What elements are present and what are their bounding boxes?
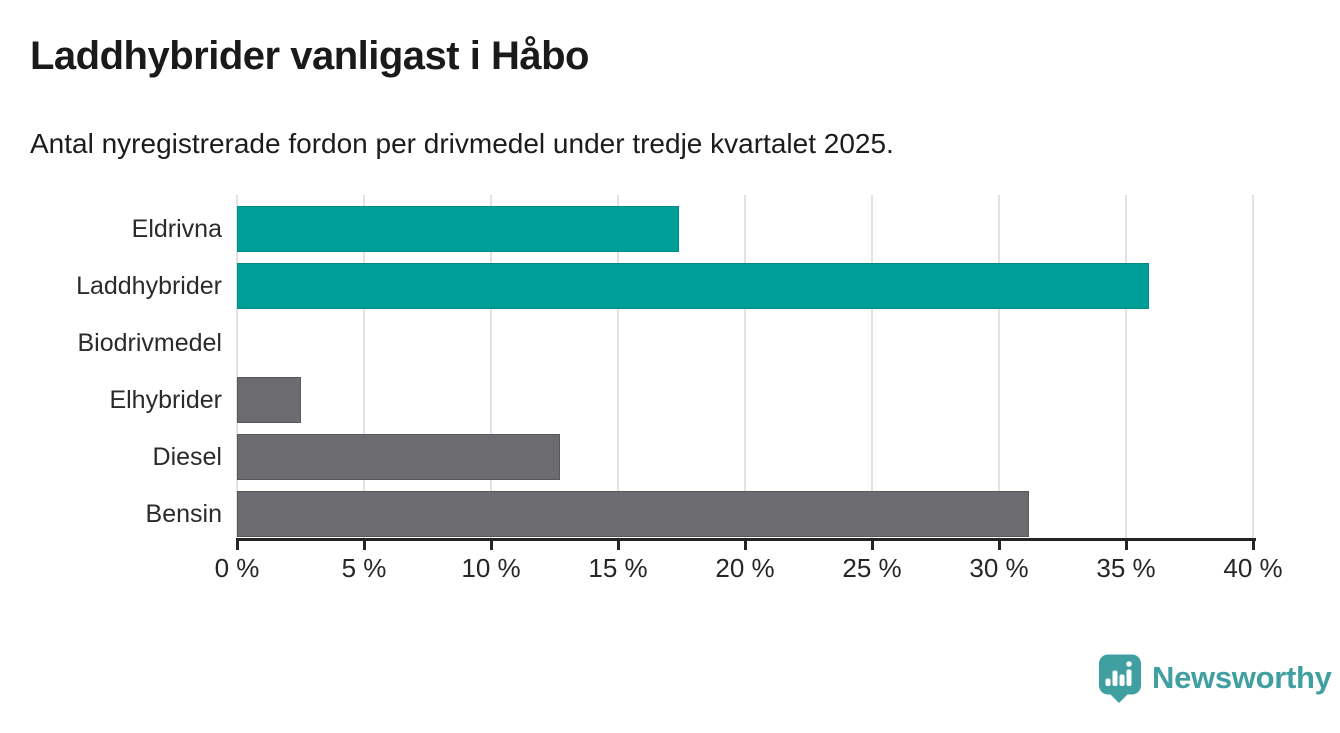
category-label: Elhybrider [109, 385, 222, 414]
x-axis-tick [743, 541, 747, 550]
gridline [617, 195, 619, 541]
x-axis-line [236, 538, 1256, 541]
bar-eldrivna [237, 205, 679, 252]
gridline [490, 195, 492, 541]
x-axis-tick-label: 20 % [715, 553, 775, 583]
gridline [744, 195, 746, 541]
bar-laddhybrider [237, 262, 1149, 309]
x-axis-tick-label: 15 % [588, 553, 648, 583]
x-axis-tick-label: 5 % [341, 553, 387, 583]
x-axis-tick [997, 541, 1001, 550]
x-axis-tick [362, 541, 366, 550]
gridline [1252, 195, 1254, 541]
gridline [1125, 195, 1127, 541]
newsworthy-badge-icon [1099, 654, 1141, 703]
x-axis-tick-label: 25 % [842, 553, 902, 583]
category-label: Bensin [145, 499, 222, 528]
category-label: Biodrivmedel [77, 328, 222, 357]
x-axis-tick [489, 541, 493, 550]
x-axis-tick-label: 35 % [1096, 553, 1156, 583]
x-axis-tick [870, 541, 874, 550]
x-axis-tick [1124, 541, 1128, 550]
category-label: Diesel [152, 442, 222, 471]
x-axis-tick-label: 40 % [1223, 553, 1283, 583]
x-axis-tick-label: 30 % [969, 553, 1029, 583]
bar-elhybrider [237, 376, 301, 423]
plot-area: Eldrivna Laddhybrider Biodrivmedel Elhybrid… [0, 195, 1340, 605]
x-axis-tick [616, 541, 620, 550]
x-axis-tick-label: 10 % [461, 553, 521, 583]
x-axis-tick [1251, 541, 1255, 550]
gridline [236, 195, 238, 541]
gridline [871, 195, 873, 541]
x-axis-tick [235, 541, 239, 550]
bar-bensin [237, 490, 1030, 537]
gridline [363, 195, 365, 541]
category-label: Laddhybrider [76, 271, 222, 300]
brand-name: Newsworthy [1152, 660, 1332, 695]
brand-footer: Newsworthy [1097, 653, 1332, 703]
gridline [998, 195, 1000, 541]
chart-title: Laddhybrider vanligast i Håbo [30, 34, 589, 78]
chart-subtitle: Antal nyregistrerade fordon per drivmede… [30, 128, 894, 159]
x-axis-tick-label: 0 % [214, 553, 260, 583]
category-label: Eldrivna [131, 214, 222, 243]
bar-diesel [237, 433, 560, 480]
